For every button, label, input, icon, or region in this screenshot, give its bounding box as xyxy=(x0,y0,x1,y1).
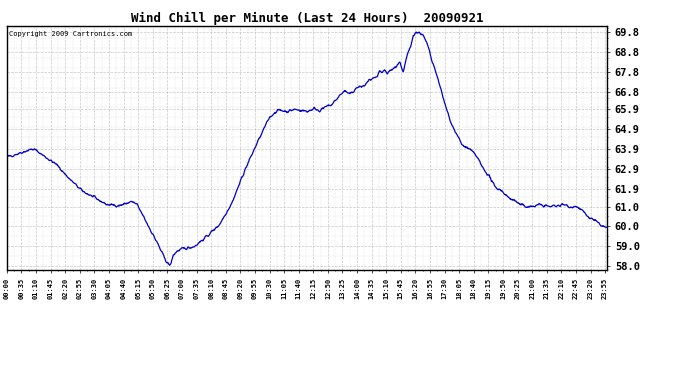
Title: Wind Chill per Minute (Last 24 Hours)  20090921: Wind Chill per Minute (Last 24 Hours) 20… xyxy=(131,12,483,25)
Text: Copyright 2009 Cartronics.com: Copyright 2009 Cartronics.com xyxy=(9,31,132,37)
